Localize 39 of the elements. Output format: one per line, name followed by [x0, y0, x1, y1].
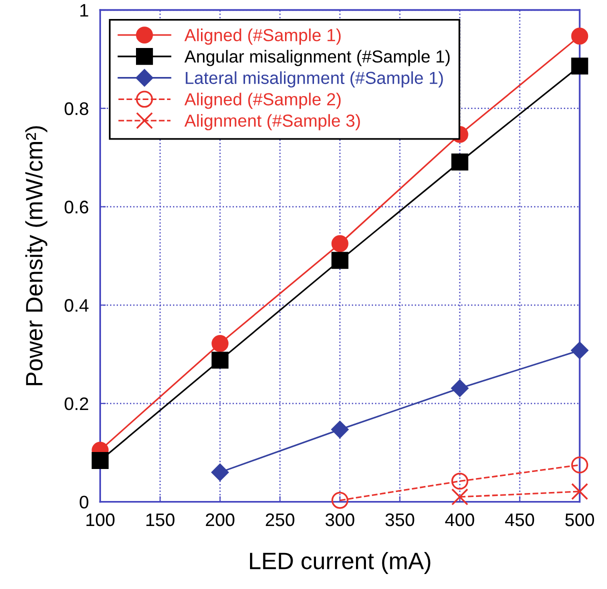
- x-tick-label: 150: [146, 513, 174, 526]
- point: [571, 28, 588, 45]
- point: [571, 456, 588, 474]
- point: [451, 472, 468, 490]
- point: [570, 342, 588, 360]
- point: [212, 352, 229, 369]
- legend-label: Angular misalignment (#Sample 1): [184, 50, 450, 66]
- x-tick-label: 100: [86, 513, 115, 526]
- y-tick-label: 0.2: [64, 397, 88, 410]
- point: [331, 235, 348, 252]
- point: [211, 464, 229, 482]
- y-tick-label: 1: [80, 4, 88, 17]
- point: [571, 483, 588, 500]
- point: [331, 492, 348, 509]
- y-tick-label: 0.6: [64, 200, 88, 214]
- point: [451, 380, 468, 397]
- y-tick-label: 0.4: [64, 299, 89, 312]
- x-tick-label: 250: [266, 513, 294, 526]
- legend-label: Lateral misalignment (#Sample 1): [186, 71, 443, 88]
- y-tick-label: 0.8: [64, 102, 88, 116]
- y-axis-title: Power Density (mW/cm²): [25, 126, 48, 386]
- legend-label: Alignment (#Sample 3): [184, 114, 360, 130]
- point: [451, 488, 468, 506]
- legend-label: Aligned (#Sample 2): [184, 92, 341, 109]
- point: [451, 154, 468, 170]
- x-tick-label: 300: [326, 513, 354, 526]
- x-tick-label: 400: [445, 513, 474, 526]
- point: [331, 252, 348, 269]
- x-tick-label: 450: [505, 513, 534, 526]
- x-tick-label: 500: [565, 513, 594, 526]
- x-tick-label: 200: [206, 513, 234, 526]
- legend-label: Aligned (#Sample 1): [184, 28, 341, 45]
- x-axis-title: LED current (mA): [250, 552, 430, 574]
- point: [92, 452, 109, 469]
- point: [331, 420, 349, 438]
- y-tick-label: 0: [80, 496, 88, 509]
- point: [212, 334, 229, 352]
- point: [571, 58, 588, 75]
- x-tick-label: 350: [385, 513, 414, 526]
